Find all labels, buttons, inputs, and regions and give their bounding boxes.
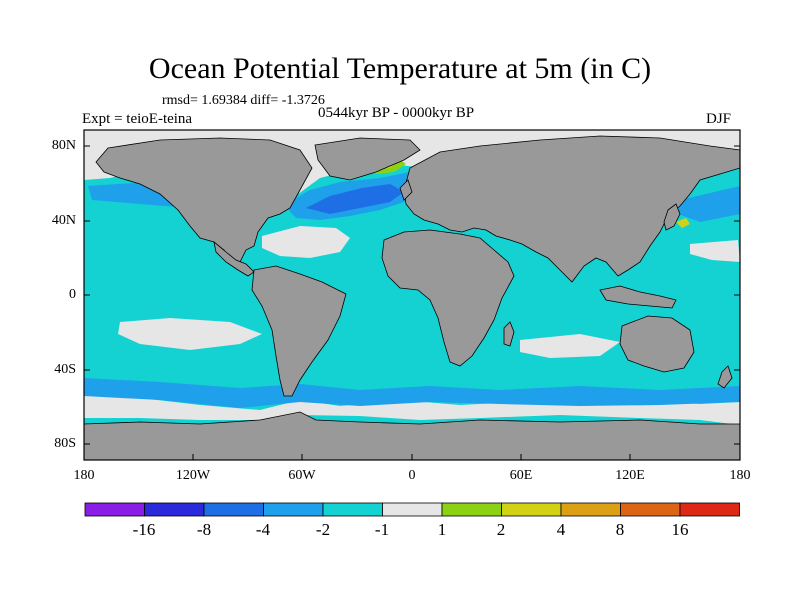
lon-label-180w: 180 <box>73 468 95 483</box>
lat-label-80n: 80N <box>51 138 76 153</box>
north-atlantic-strong-cooling <box>306 184 404 214</box>
colorbar-label: -8 <box>196 520 212 539</box>
continents <box>83 135 741 461</box>
colorbar-bin <box>441 502 502 517</box>
indian-ocean-near-zero-patch <box>520 334 620 358</box>
lat-label-40s: 40S <box>54 362 76 377</box>
colorbar-label: -1 <box>374 520 390 539</box>
lon-label-120w: 120W <box>175 468 211 483</box>
north-pacific-near-zero-patch <box>690 240 740 262</box>
colorbar-label: 2 <box>496 520 506 539</box>
north-america <box>95 137 313 263</box>
madagascar <box>503 321 515 347</box>
colorbar-label: 1 <box>437 520 447 539</box>
africa <box>381 229 515 367</box>
new-zealand <box>717 365 733 389</box>
colorbar-label: 16 <box>671 520 689 539</box>
rmsd-diff-stats: rmsd= 1.69384 diff= -1.3726 <box>162 93 325 108</box>
colorbar-bin <box>263 502 324 517</box>
lon-label-120e: 120E <box>615 468 645 483</box>
map-plot-area <box>83 129 741 461</box>
eurasia <box>403 135 741 283</box>
colorbar-bin <box>382 502 443 517</box>
period-label: 0544kyr BP - 0000kyr BP <box>318 105 475 121</box>
lon-label-60e: 60E <box>509 468 533 483</box>
colorbar-label: 4 <box>556 520 566 539</box>
british-isles <box>399 179 413 201</box>
south-america <box>251 265 347 397</box>
lat-label-40n: 40N <box>51 213 76 228</box>
map-title: Ocean Potential Temperature at 5m (in C) <box>148 52 652 85</box>
experiment-label: Expt = teioE-teina <box>82 111 193 127</box>
southern-near-zero-region <box>84 395 740 425</box>
japan <box>663 203 681 231</box>
colorbar-label: -2 <box>315 520 331 539</box>
colorbar-bin <box>501 502 562 517</box>
greenland <box>314 137 421 181</box>
lon-label-180e: 180 <box>729 468 751 483</box>
lon-label-60w: 60W <box>288 468 316 483</box>
colorbar-bin <box>560 502 621 517</box>
colorbar-bin <box>84 502 145 517</box>
colorbar-label: 8 <box>615 520 625 539</box>
south-pacific-near-zero-patch <box>118 318 262 350</box>
north-atlantic-near-zero-patch <box>262 226 350 258</box>
axis-ticks <box>84 145 740 460</box>
lat-label-0: 0 <box>69 287 76 302</box>
season-label: DJF <box>706 111 732 127</box>
colorbar-bin <box>322 502 383 517</box>
colorbar-bin <box>679 502 740 517</box>
colorbar-label: -16 <box>132 520 156 539</box>
kuroshio-warm-spot <box>676 218 690 228</box>
north-pacific-east-cooling <box>678 186 740 222</box>
colorbar-bin <box>620 502 681 517</box>
lon-label-0: 0 <box>408 468 416 483</box>
colorbar-bin <box>203 502 264 517</box>
australia <box>619 315 695 373</box>
lat-label-80s: 80S <box>54 436 76 451</box>
colorbar-bin <box>144 502 205 517</box>
colorbar <box>84 502 740 517</box>
southern-cooling-band <box>84 378 740 408</box>
colorbar-label: -4 <box>255 520 271 539</box>
maritime-continent <box>599 285 677 309</box>
central-america <box>213 240 255 277</box>
